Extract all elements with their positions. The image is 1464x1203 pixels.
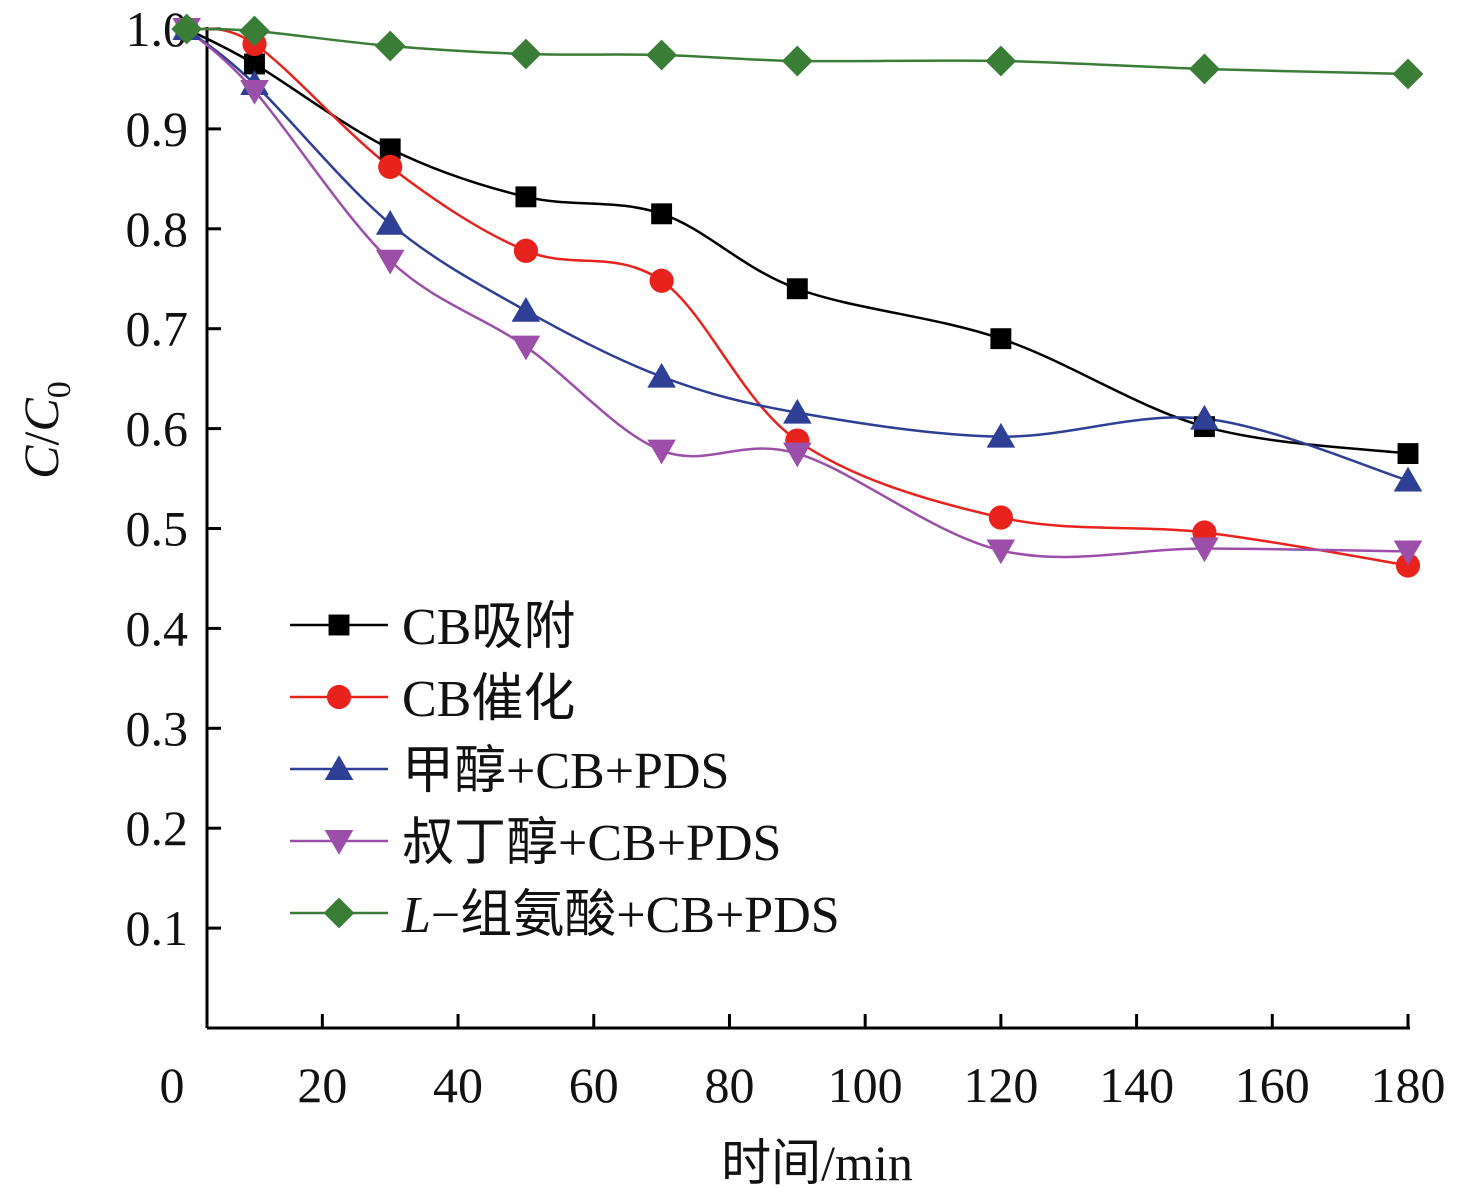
- data-point: [786, 278, 808, 300]
- data-point: [651, 203, 673, 225]
- data-point: [511, 296, 541, 322]
- y-axis-title: C/C0: [13, 381, 78, 479]
- x-tick-label: 40: [433, 1057, 483, 1113]
- data-point: [1397, 443, 1419, 465]
- data-point: [988, 505, 1013, 530]
- data-point: [375, 210, 405, 235]
- legend-label: 甲醇+CB+PDS: [402, 743, 729, 800]
- data-point: [986, 422, 1016, 448]
- data-point: [240, 79, 269, 105]
- x-axis-title: 时间/min: [721, 1135, 913, 1191]
- legend-label: 叔丁醇+CB+PDS: [402, 815, 781, 872]
- legend-marker: [324, 830, 354, 855]
- data-point: [647, 362, 676, 388]
- data-point: [1393, 540, 1423, 566]
- y-tick-label: 0.6: [126, 401, 189, 457]
- y-tick-label: 0.5: [126, 501, 189, 557]
- y-tick-label: 0.7: [126, 301, 189, 357]
- data-point: [649, 268, 674, 293]
- data-point: [239, 15, 270, 47]
- legend-marker: [323, 897, 355, 929]
- data-point: [1393, 466, 1423, 492]
- data-point: [783, 442, 812, 468]
- legend-label: CB吸附: [402, 599, 575, 656]
- data-point: [985, 45, 1017, 77]
- data-point: [1190, 404, 1219, 430]
- y-tick-label: 0.2: [126, 800, 189, 856]
- legend-label: L−组氨酸+CB+PDS: [401, 887, 840, 944]
- data-point: [783, 398, 812, 424]
- series-line-5: [186, 27, 1409, 76]
- data-point: [379, 138, 401, 160]
- data-point: [1189, 53, 1220, 85]
- series-line-2: [186, 27, 1409, 567]
- data-point: [647, 439, 676, 465]
- x-tick-label: 120: [963, 1057, 1038, 1113]
- data-point: [986, 539, 1016, 565]
- data-point: [990, 328, 1012, 350]
- y-tick-label: 0.1: [126, 900, 189, 956]
- series-lines: [185, 27, 1409, 567]
- data-point: [244, 53, 265, 75]
- data-point: [646, 39, 678, 71]
- x-tick-label: 60: [569, 1057, 619, 1113]
- data-point: [781, 45, 813, 77]
- x-tick-label: 140: [1099, 1057, 1174, 1113]
- x-tick-label: 20: [297, 1057, 347, 1113]
- y-tick-label: 0.4: [126, 600, 189, 656]
- y-tick-label: 0.9: [126, 101, 189, 157]
- legend-marker: [328, 614, 350, 636]
- x-tick-label: 80: [704, 1057, 754, 1113]
- x-tick-label: 180: [1371, 1057, 1446, 1113]
- x-tick-label: 100: [828, 1057, 903, 1113]
- y-tick-label: 0.3: [126, 700, 189, 756]
- data-point: [1395, 553, 1421, 578]
- x-tick-label: 0: [160, 1057, 185, 1113]
- series-line-4: [185, 28, 1409, 559]
- data-point: [171, 13, 203, 45]
- data-point: [510, 38, 542, 70]
- data-point: [513, 238, 539, 263]
- y-tick-label: 0.8: [126, 201, 189, 257]
- data-point: [511, 335, 541, 361]
- legend-marker: [324, 755, 354, 780]
- legend-marker: [326, 684, 352, 710]
- series-markers: [171, 13, 1424, 578]
- data-point: [1392, 58, 1424, 90]
- data-point: [375, 249, 405, 275]
- data-point: [515, 186, 537, 208]
- data-point: [374, 30, 406, 62]
- data-point: [1190, 537, 1219, 563]
- legend-label: CB催化: [402, 671, 575, 728]
- axes: 0 20 40 60 80 100 120 140 160 180 0.1 0.2 0.3 0.4 0.5 0…: [126, 1, 1446, 1113]
- series-line-3: [185, 28, 1409, 482]
- data-point: [378, 154, 403, 179]
- x-tick-label: 160: [1235, 1057, 1310, 1113]
